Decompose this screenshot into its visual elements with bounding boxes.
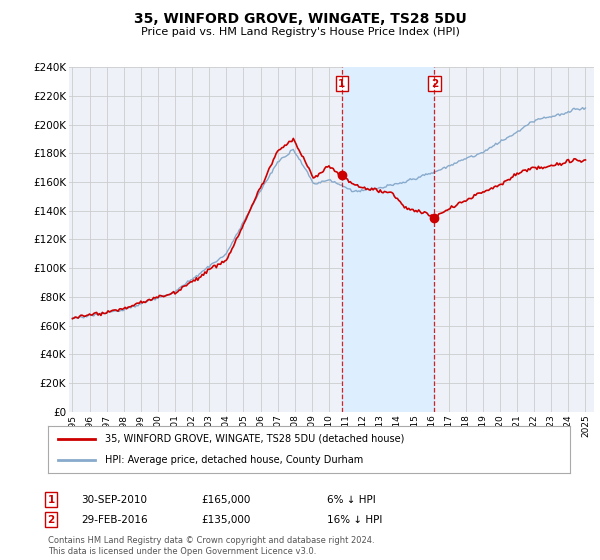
Text: 2: 2 (47, 515, 55, 525)
Text: 35, WINFORD GROVE, WINGATE, TS28 5DU: 35, WINFORD GROVE, WINGATE, TS28 5DU (134, 12, 466, 26)
Text: 16% ↓ HPI: 16% ↓ HPI (327, 515, 382, 525)
Text: 6% ↓ HPI: 6% ↓ HPI (327, 494, 376, 505)
Text: 2: 2 (431, 78, 438, 88)
Bar (342, 67, 434, 412)
Text: 1: 1 (47, 494, 55, 505)
Text: 30-SEP-2010: 30-SEP-2010 (81, 494, 147, 505)
Text: Price paid vs. HM Land Registry's House Price Index (HPI): Price paid vs. HM Land Registry's House … (140, 27, 460, 37)
Text: HPI: Average price, detached house, County Durham: HPI: Average price, detached house, Coun… (106, 455, 364, 465)
Text: 1: 1 (338, 78, 346, 88)
Text: £165,000: £165,000 (201, 494, 250, 505)
Text: 29-FEB-2016: 29-FEB-2016 (81, 515, 148, 525)
Text: Contains HM Land Registry data © Crown copyright and database right 2024.
This d: Contains HM Land Registry data © Crown c… (48, 536, 374, 556)
Text: £135,000: £135,000 (201, 515, 250, 525)
Text: 35, WINFORD GROVE, WINGATE, TS28 5DU (detached house): 35, WINFORD GROVE, WINGATE, TS28 5DU (de… (106, 434, 405, 444)
